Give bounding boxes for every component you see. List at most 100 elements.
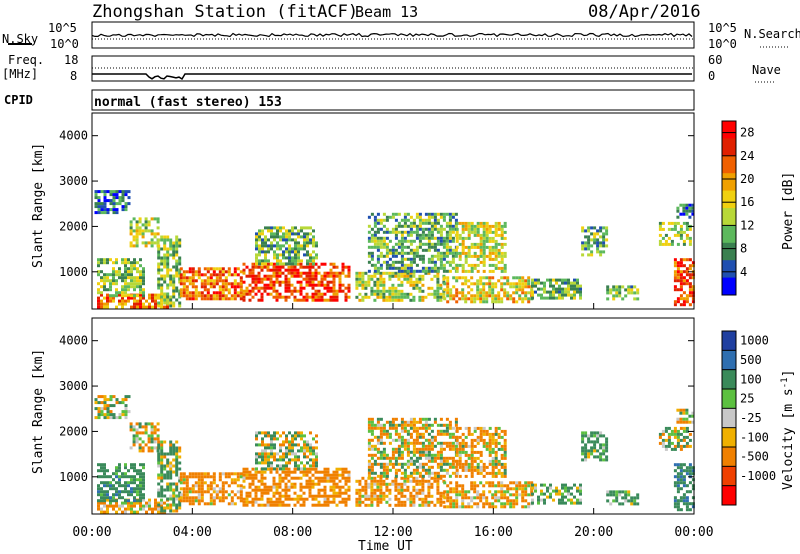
velocity-cell — [679, 432, 683, 436]
power-cell — [406, 274, 410, 278]
power-cell — [534, 284, 537, 288]
velocity-cell — [673, 429, 677, 433]
velocity-cell — [358, 482, 362, 486]
power-cell — [299, 262, 303, 266]
velocity-cell — [503, 456, 507, 460]
power-cell — [296, 274, 300, 278]
velocity-cell — [503, 490, 507, 494]
power-cell — [448, 269, 452, 273]
power-cell — [606, 297, 610, 301]
velocity-cell — [430, 423, 434, 427]
power-cell — [415, 215, 419, 219]
power-cell — [212, 273, 216, 277]
power-cell — [494, 282, 498, 286]
power-cell — [530, 288, 534, 292]
power-cell — [509, 294, 513, 298]
power-cell — [163, 298, 167, 302]
velocity-cell — [540, 483, 543, 487]
velocity-cell — [194, 499, 198, 503]
velocity-cell — [261, 467, 264, 471]
velocity-cell — [412, 476, 416, 480]
power-cell — [503, 291, 507, 295]
velocity-cell — [530, 490, 534, 494]
velocity-cell — [439, 494, 443, 498]
power-cell — [442, 239, 446, 243]
power-cell — [549, 293, 552, 297]
velocity-cell — [415, 447, 419, 451]
power-cell — [467, 233, 471, 237]
power-cell — [424, 212, 428, 216]
velocity-cell — [491, 496, 495, 500]
power-cell — [290, 283, 294, 287]
power-cell — [473, 233, 477, 237]
velocity-cell — [254, 485, 258, 489]
power-cell — [448, 215, 452, 219]
velocity-cell — [394, 474, 398, 478]
velocity-cell — [400, 456, 404, 460]
velocity-cell — [269, 497, 273, 501]
velocity-cell — [439, 497, 443, 501]
velocity-cell — [455, 429, 459, 433]
velocity-cell — [311, 485, 315, 489]
power-cell — [451, 248, 455, 252]
power-bar-tick-label: 28 — [740, 126, 754, 140]
power-cell — [615, 288, 619, 292]
velocity-cell — [263, 491, 267, 495]
power-cell — [691, 300, 695, 304]
velocity-cell — [303, 440, 306, 444]
velocity-cell — [558, 501, 561, 505]
velocity-cell — [264, 431, 267, 435]
power-cell — [311, 277, 315, 281]
velocity-cell — [344, 467, 348, 471]
power-cell — [382, 230, 386, 234]
power-cell — [142, 288, 145, 292]
velocity-cell — [361, 488, 365, 492]
power-cell — [323, 277, 327, 281]
velocity-cell — [160, 458, 164, 462]
power-cell — [185, 294, 189, 298]
velocity-cell — [124, 475, 127, 479]
power-cell — [442, 236, 446, 240]
power-cell — [124, 208, 128, 212]
velocity-cell — [100, 507, 103, 511]
velocity-cell — [303, 464, 306, 468]
power-cell — [409, 280, 413, 284]
velocity-cell — [209, 499, 213, 503]
power-cell — [476, 285, 480, 289]
power-cell — [109, 299, 112, 303]
velocity-cell — [100, 510, 103, 514]
power-cell — [115, 282, 118, 286]
power-cell — [509, 285, 513, 289]
power-cell — [127, 273, 130, 277]
velocity-cell — [157, 488, 161, 492]
power-cell — [215, 297, 219, 301]
power-cell — [179, 294, 183, 298]
power-cell — [197, 276, 201, 280]
velocity-cell — [679, 417, 683, 421]
power-cell — [148, 305, 151, 309]
power-cell — [224, 282, 228, 286]
power-cell — [212, 267, 216, 271]
power-cell — [124, 258, 127, 262]
power-cell — [288, 250, 291, 254]
velocity-cell — [302, 473, 306, 477]
velocity-cell — [291, 449, 294, 453]
power-cell — [248, 292, 252, 296]
power-cell — [303, 247, 306, 251]
velocity-cell — [139, 493, 142, 497]
power-cell — [263, 286, 267, 290]
power-cell — [467, 236, 471, 240]
velocity-cell — [482, 493, 486, 497]
velocity-cell — [421, 444, 425, 448]
power-cell — [315, 256, 318, 260]
power-cell — [255, 238, 258, 242]
velocity-cell — [299, 485, 303, 489]
power-cell — [100, 211, 104, 215]
velocity-cell — [133, 504, 136, 508]
velocity-cell — [320, 488, 324, 492]
power-cell — [296, 280, 300, 284]
velocity-cell — [400, 503, 404, 507]
velocity-cell — [446, 505, 450, 509]
power-cell — [236, 282, 240, 286]
velocity-cell — [497, 484, 501, 488]
